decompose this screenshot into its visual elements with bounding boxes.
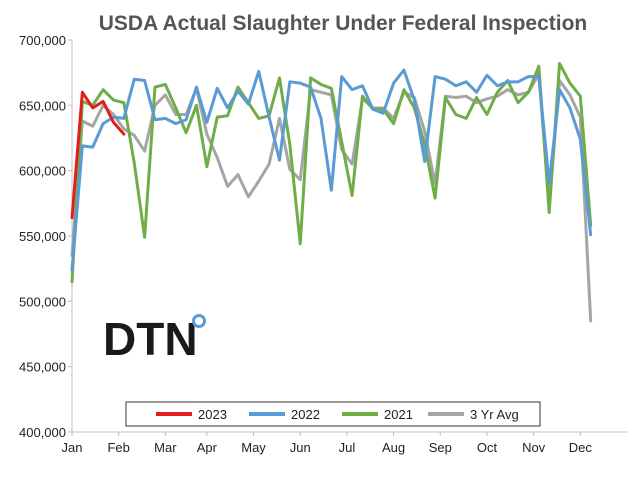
y-tick-label: 400,000	[19, 425, 66, 440]
y-tick-label: 700,000	[19, 33, 66, 48]
legend-label: 2022	[291, 407, 320, 422]
x-tick-label: Nov	[522, 440, 546, 455]
series-line-2022	[70, 68, 593, 272]
series-line-2023	[70, 90, 126, 220]
x-tick-label: Aug	[382, 440, 405, 455]
series-line-3-yr-avg	[70, 72, 593, 323]
y-tick-label: 500,000	[19, 294, 66, 309]
y-tick-label: 650,000	[19, 98, 66, 113]
x-tick-label: Jun	[290, 440, 311, 455]
series-lines	[70, 62, 593, 323]
x-tick-label: May	[241, 440, 266, 455]
x-tick-label: Mar	[154, 440, 177, 455]
dtn-logo: DTN	[103, 313, 206, 365]
legend: 2023 2022 2021 3 Yr Avg	[125, 401, 541, 427]
dtn-logo-dot	[192, 314, 206, 328]
dtn-logo-text: DTN	[103, 313, 198, 365]
x-tick-label: Jul	[339, 440, 356, 455]
x-tick-label: Oct	[477, 440, 498, 455]
x-tick-label: Jan	[62, 440, 83, 455]
legend-label: 2021	[384, 407, 413, 422]
legend-label: 3 Yr Avg	[470, 407, 519, 422]
y-tick-label: 550,000	[19, 229, 66, 244]
x-tick-label: Sep	[429, 440, 452, 455]
axes: 400,000 450,000 500,000 550,000 600,000 650,0…	[19, 33, 627, 455]
legend-box	[125, 401, 541, 427]
chart-title: USDA Actual Slaughter Under Federal Insp…	[99, 12, 588, 35]
y-tick-label: 600,000	[19, 164, 66, 179]
legend-label: 2023	[198, 407, 227, 422]
x-tick-label: Dec	[569, 440, 593, 455]
x-tick-label: Apr	[197, 440, 218, 455]
x-tick-label: Feb	[107, 440, 129, 455]
y-tick-label: 450,000	[19, 360, 66, 375]
